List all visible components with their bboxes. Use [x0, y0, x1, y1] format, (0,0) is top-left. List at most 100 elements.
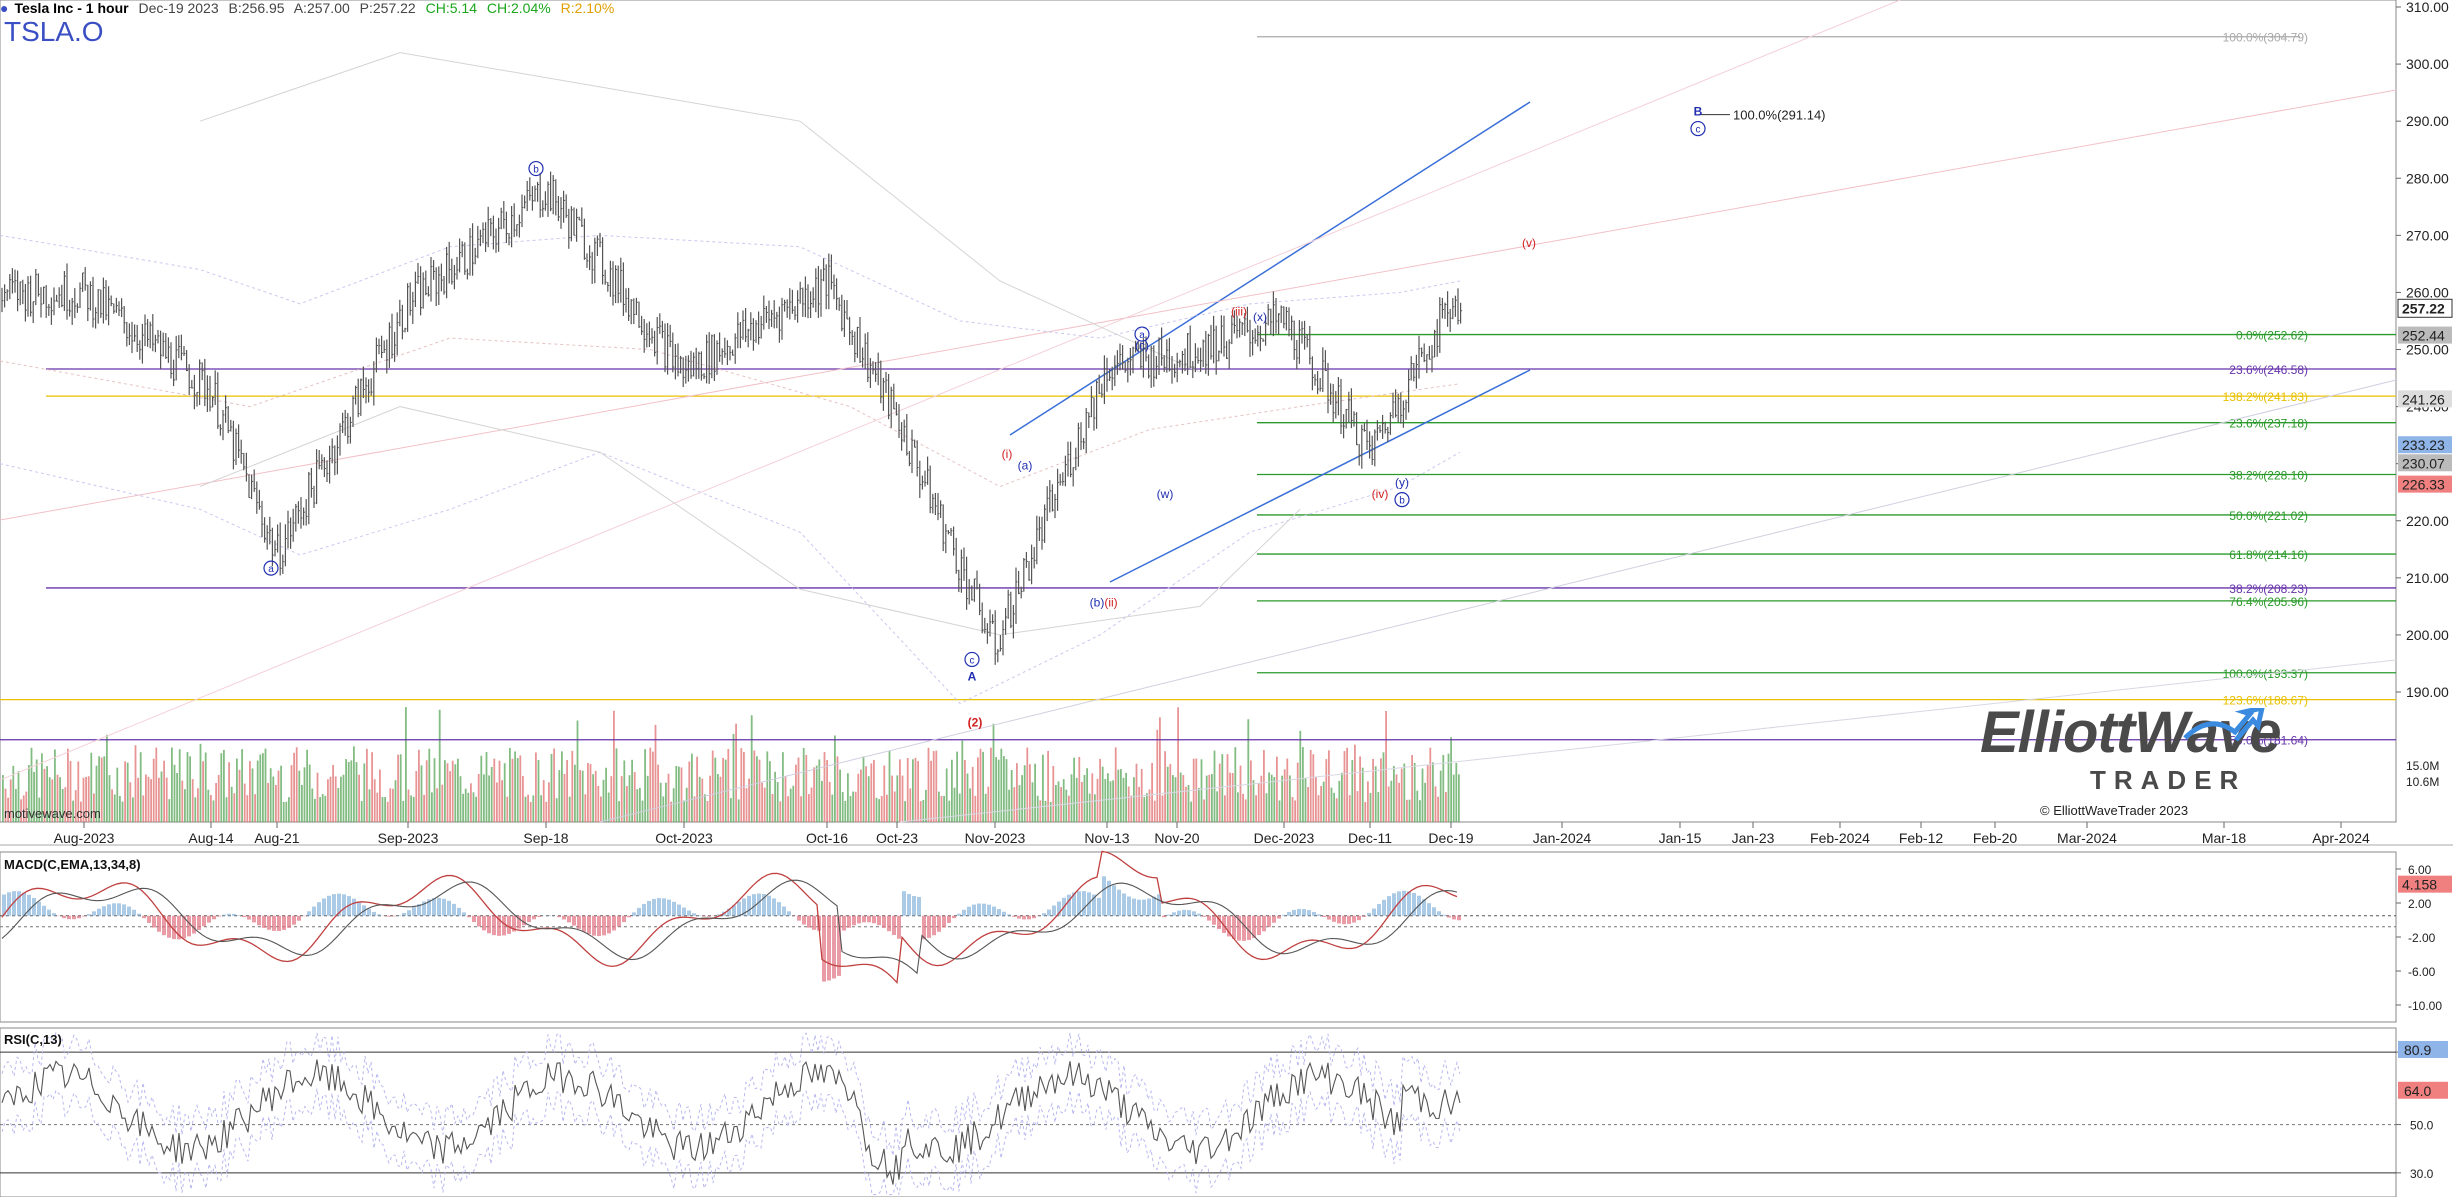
- volume-bar: [644, 749, 646, 822]
- macd-histogram-bar: [1377, 904, 1381, 916]
- price-badge-label: 230.07: [2402, 455, 2445, 471]
- volume-bar: [1237, 792, 1239, 822]
- macd-histogram-bar: [32, 897, 36, 916]
- macd-histogram-bar: [602, 915, 606, 936]
- macd-histogram-bar: [1137, 899, 1141, 916]
- volume-bar: [51, 779, 54, 822]
- volume-bar: [646, 775, 649, 822]
- rsi-lower-band: [1, 1088, 1461, 1196]
- volume-bar: [758, 759, 761, 822]
- x-tick-label: Apr-2024: [2312, 830, 2370, 846]
- macd-histogram-bar: [1192, 911, 1196, 916]
- macd-histogram-bar: [1052, 905, 1056, 916]
- volume-bar: [137, 777, 139, 822]
- wave-label: B: [1694, 104, 1703, 118]
- volume-bar: [59, 777, 61, 822]
- trend-line-pink: [0, 89, 2397, 521]
- macd-panel[interactable]: [0, 851, 2397, 1023]
- macd-histogram-bar: [432, 898, 436, 916]
- macd-histogram-bar: [447, 900, 451, 916]
- volume-bar: [1387, 786, 1390, 822]
- volume-bar: [1294, 800, 1296, 822]
- price-panel[interactable]: [0, 0, 2397, 823]
- volume-bar: [1320, 786, 1322, 822]
- volume-bar: [810, 787, 813, 822]
- volume-bar: [1034, 763, 1036, 822]
- volume-bar: [46, 766, 48, 822]
- macd-histogram-bar: [547, 915, 551, 916]
- macd-histogram-bar: [852, 915, 856, 926]
- volume-bar: [860, 769, 862, 822]
- volume-bar: [446, 763, 449, 822]
- volume-bar: [358, 774, 360, 822]
- volume-bar: [1398, 782, 1400, 822]
- volume-bar: [964, 759, 966, 822]
- volume-bar: [1351, 760, 1354, 822]
- macd-histogram-bar: [872, 915, 876, 924]
- volume-bar: [392, 788, 394, 822]
- volume-bar: [849, 796, 852, 822]
- macd-histogram-bar: [1122, 893, 1126, 916]
- volume-bar: [1341, 772, 1343, 822]
- volume-bar: [519, 755, 522, 822]
- volume-bar: [1439, 770, 1442, 822]
- volume-bar: [363, 763, 366, 822]
- volume-bar: [158, 777, 160, 822]
- macd-histogram-bar: [752, 894, 756, 916]
- volume-bar: [602, 779, 605, 822]
- volume-bar: [428, 748, 431, 822]
- elliott-wave-trader-logo: ElliottWave TRADER: [1980, 700, 2300, 830]
- volume-bar: [412, 796, 415, 822]
- x-tick-label: Nov-20: [1154, 830, 1199, 846]
- volume-bar: [111, 789, 113, 822]
- macd-histogram-bar: [182, 915, 186, 939]
- header-change-pct: CH:2.04%: [486, 0, 551, 16]
- volume-bar: [1120, 769, 1122, 822]
- macd-histogram-bar: [1337, 915, 1341, 924]
- volume-bar: [1432, 762, 1434, 822]
- volume-bar: [436, 788, 438, 822]
- macd-histogram-bar: [1082, 891, 1086, 916]
- volume-bar: [93, 793, 95, 822]
- volume-tick-label: 10.6M: [2406, 775, 2439, 789]
- volume-bar: [418, 749, 420, 822]
- volume-bar: [750, 715, 753, 822]
- volume-bar: [839, 769, 841, 822]
- macd-histogram-bar: [1102, 876, 1106, 916]
- macd-histogram-bar: [67, 915, 71, 920]
- volume-bar: [1265, 793, 1268, 822]
- volume-bar: [376, 792, 379, 822]
- rsi-panel[interactable]: [0, 1027, 2397, 1197]
- volume-bar: [202, 761, 204, 822]
- rsi-value-low: 64.0: [2404, 1083, 2431, 1099]
- volume-bar: [1013, 787, 1016, 822]
- macd-histogram-bar: [597, 915, 601, 937]
- y-tick-label: 200.00: [2406, 627, 2449, 643]
- volume-bar: [106, 734, 108, 822]
- volume-bar: [220, 753, 223, 822]
- volume-bar: [1229, 772, 1231, 822]
- volume-bar: [90, 752, 93, 822]
- macd-histogram-bar: [1277, 915, 1281, 919]
- volume-bar: [886, 794, 888, 822]
- volume-bar: [132, 797, 134, 822]
- rsi-tick-label: 50.0: [2410, 1119, 2434, 1133]
- volume-bar: [1252, 780, 1255, 822]
- price-badge: [2398, 475, 2452, 493]
- volume-bar: [256, 760, 259, 822]
- wave-label: b: [1399, 496, 1405, 507]
- volume-bar: [1325, 759, 1328, 822]
- volume-bar: [935, 750, 938, 822]
- macd-histogram-bar: [357, 901, 361, 916]
- macd-histogram-bar: [767, 895, 771, 916]
- gray-envelope-lower: [199, 406, 1301, 636]
- macd-histogram-bar: [1097, 897, 1101, 916]
- macd-histogram-bar: [657, 898, 661, 916]
- macd-histogram-bar: [52, 913, 56, 916]
- macd-histogram-bar: [1322, 915, 1326, 917]
- price-badge-label: 226.33: [2402, 477, 2445, 493]
- volume-bar: [282, 801, 285, 822]
- volume-bar: [1185, 786, 1187, 822]
- volume-bar: [405, 707, 407, 822]
